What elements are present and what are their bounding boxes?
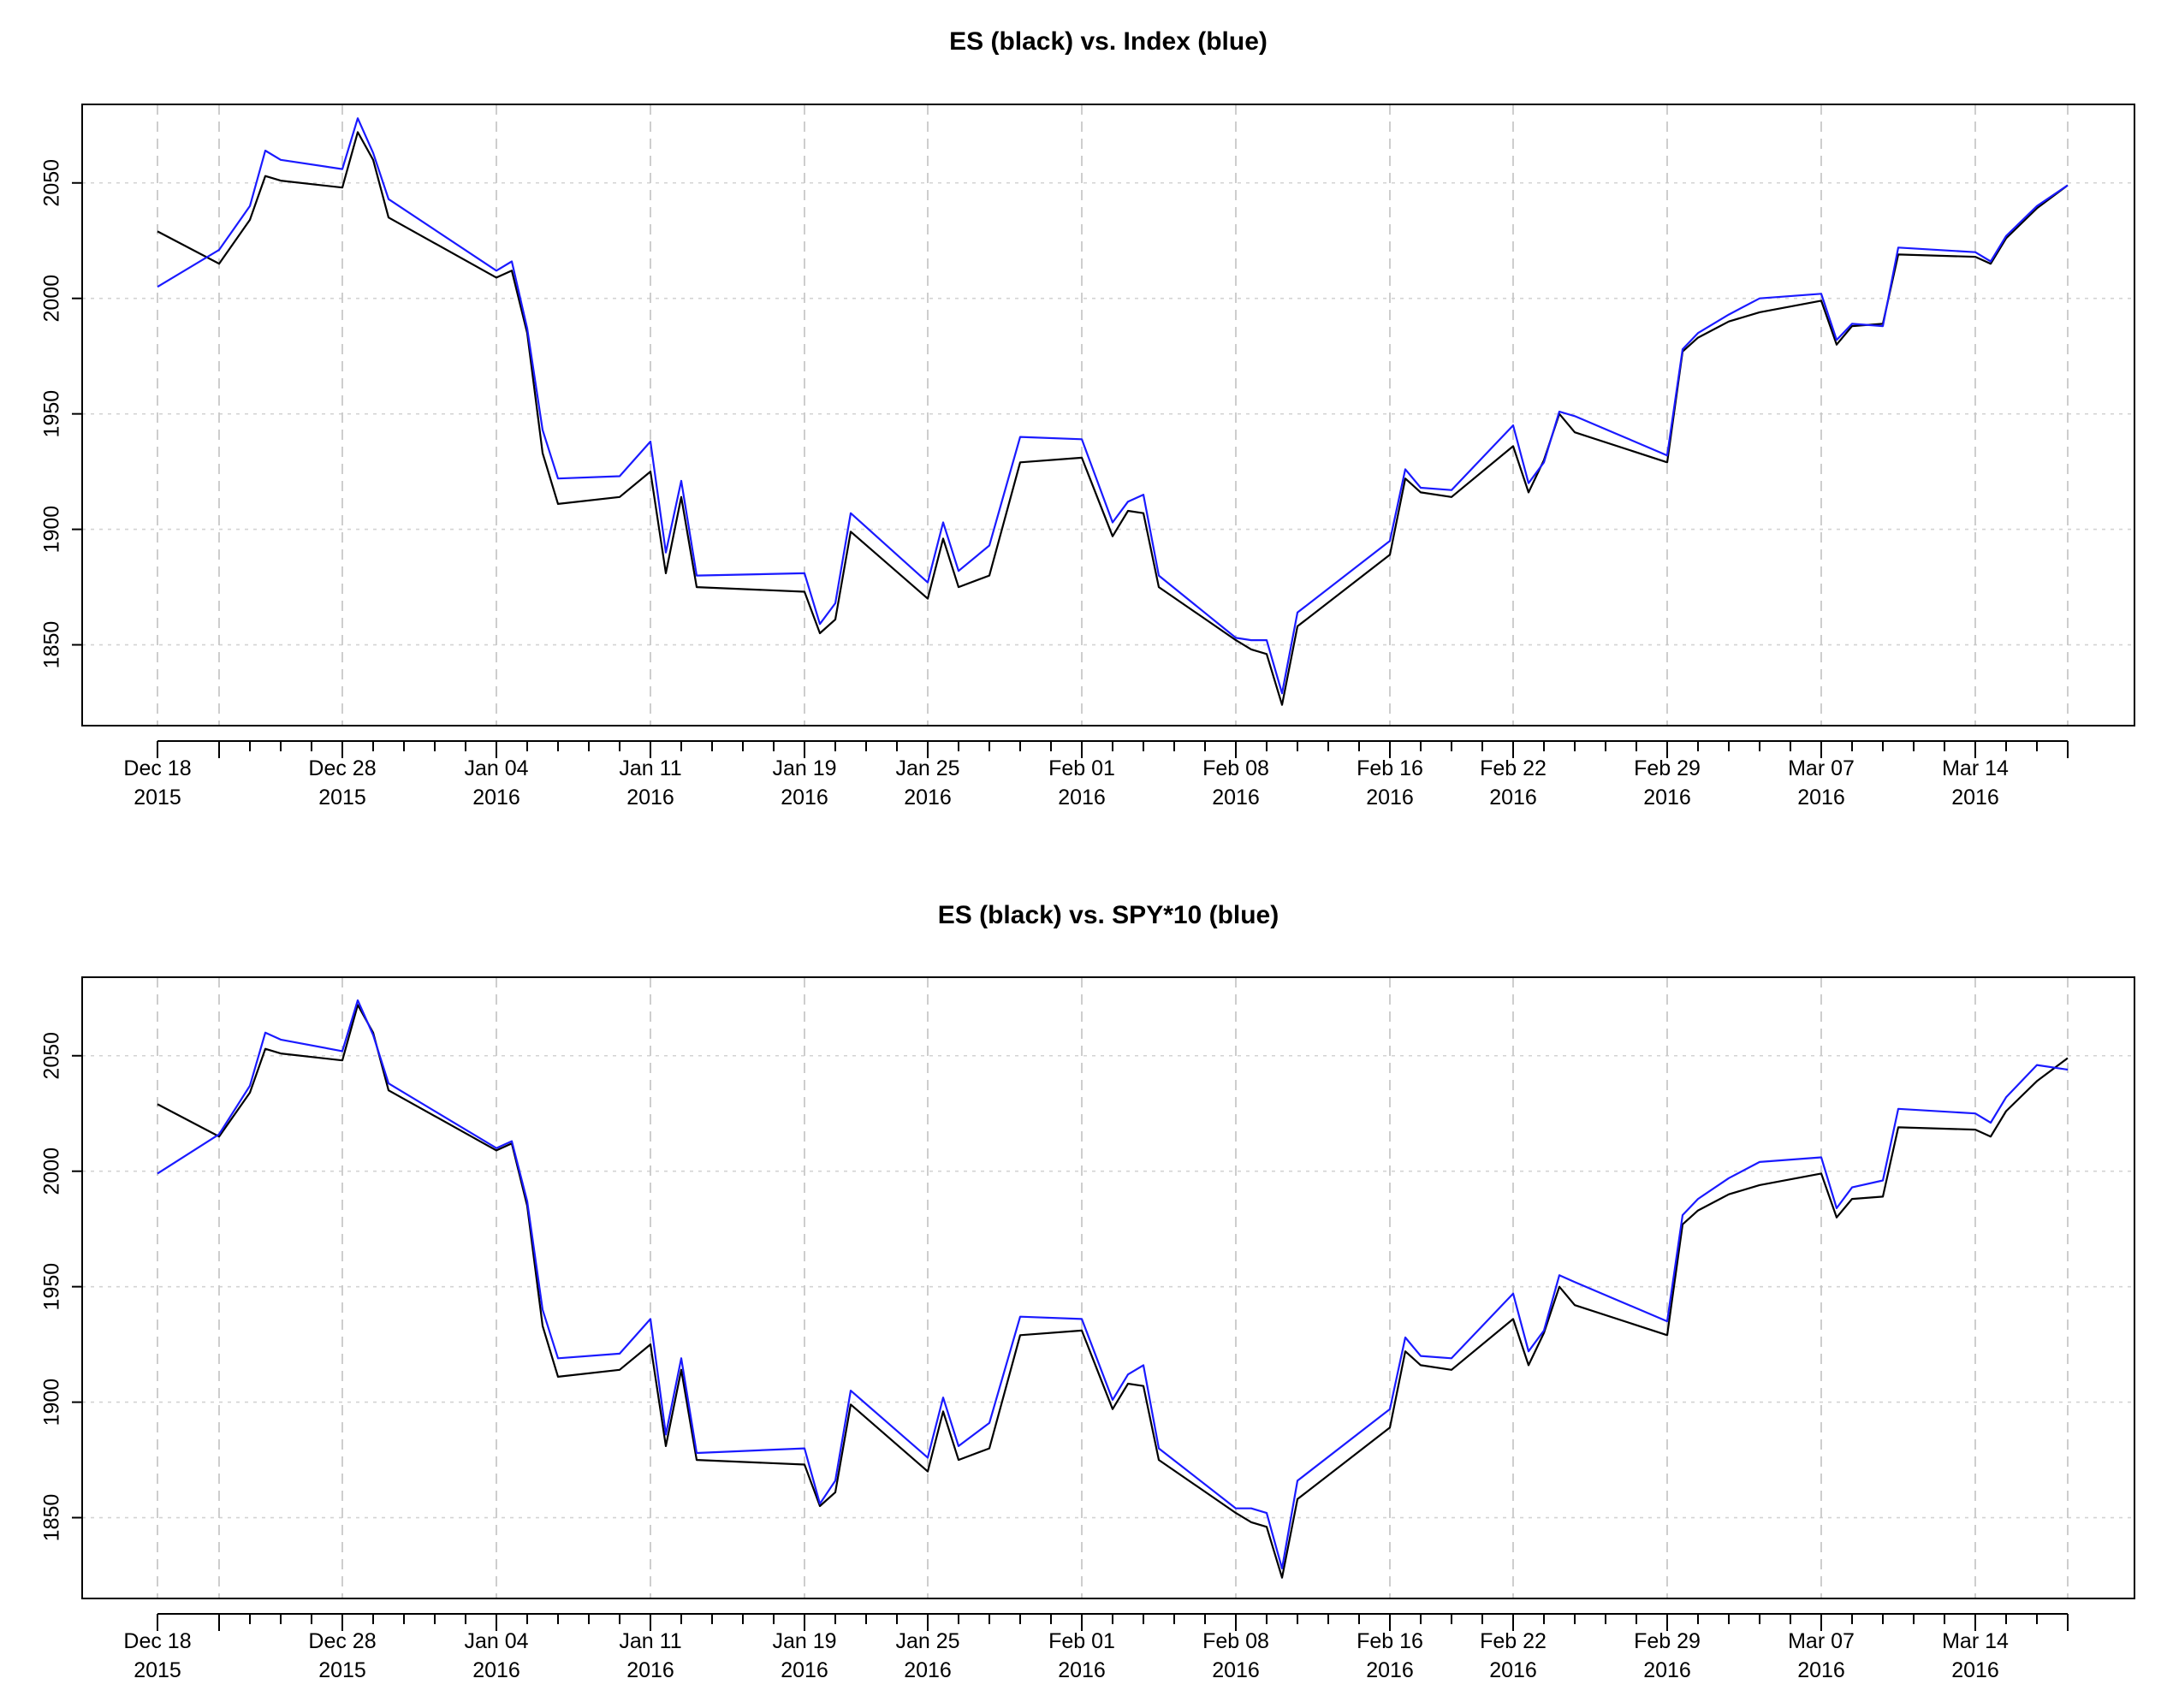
x-tick-label-date: Feb 08 xyxy=(1202,756,1269,780)
y-tick-label: 1850 xyxy=(40,1494,64,1542)
x-tick-label-year: 2016 xyxy=(1643,1658,1691,1682)
x-tick-label-date: Jan 19 xyxy=(772,1629,836,1653)
series-line-comparison xyxy=(157,117,2069,695)
x-tick-label-date: Mar 07 xyxy=(1788,756,1855,780)
x-tick-label-date: Feb 29 xyxy=(1634,756,1701,780)
y-tick-label: 2000 xyxy=(40,1148,64,1195)
x-tick-label-year: 2016 xyxy=(1951,786,1999,810)
y-tick-label: 1950 xyxy=(40,1263,64,1311)
x-tick-label-date: Jan 04 xyxy=(464,1629,528,1653)
x-tick-label-year: 2016 xyxy=(1366,1658,1414,1682)
x-tick-label-year: 2016 xyxy=(1797,1658,1845,1682)
y-tick-label: 1900 xyxy=(40,506,64,554)
x-tick-label-date: Feb 22 xyxy=(1480,756,1547,780)
x-tick-label-date: Feb 22 xyxy=(1480,1629,1547,1653)
x-tick-label-year: 2016 xyxy=(1058,1658,1106,1682)
x-tick-label-year: 2016 xyxy=(904,1658,952,1682)
x-tick-label-year: 2016 xyxy=(472,786,520,810)
x-tick-label-date: Feb 29 xyxy=(1634,1629,1701,1653)
x-tick-label-year: 2015 xyxy=(134,786,181,810)
x-tick-label-year: 2016 xyxy=(1489,786,1537,810)
x-tick-label-year: 2016 xyxy=(1797,786,1845,810)
plot-frame xyxy=(81,104,2135,726)
chart-title: ES (black) vs. Index (blue) xyxy=(949,27,1268,56)
x-tick-label-year: 2016 xyxy=(1643,786,1691,810)
x-tick-label-year: 2015 xyxy=(134,1658,181,1682)
x-tick-label-year: 2015 xyxy=(318,786,366,810)
x-tick-label-year: 2016 xyxy=(1951,1658,1999,1682)
x-tick-label-date: Jan 19 xyxy=(772,756,836,780)
x-tick-label-date: Dec 18 xyxy=(123,756,191,780)
x-tick-label-year: 2016 xyxy=(781,786,828,810)
x-tick-label-year: 2016 xyxy=(904,786,952,810)
y-tick-label: 1850 xyxy=(40,621,64,669)
x-tick-label-date: Feb 01 xyxy=(1048,756,1115,780)
x-tick-label-date: Mar 14 xyxy=(1942,1629,2009,1653)
x-tick-label-date: Jan 25 xyxy=(895,1629,959,1653)
x-tick-label-year: 2016 xyxy=(472,1658,520,1682)
y-tick-label: 2050 xyxy=(40,1032,64,1080)
series-line-comparison xyxy=(157,999,2069,1569)
x-tick-label-year: 2016 xyxy=(1366,786,1414,810)
x-tick-label-year: 2016 xyxy=(626,786,674,810)
series-line-es xyxy=(157,131,2069,706)
y-tick-label: 2050 xyxy=(40,159,64,207)
plot-frame xyxy=(81,976,2135,1599)
x-tick-label-year: 2016 xyxy=(1058,786,1106,810)
x-tick-label-date: Jan 11 xyxy=(619,756,681,780)
y-tick-label: 2000 xyxy=(40,275,64,323)
x-tick-label-date: Dec 28 xyxy=(308,1629,376,1653)
x-tick-label-year: 2016 xyxy=(1489,1658,1537,1682)
series-line-es xyxy=(157,1004,2069,1579)
x-tick-label-year: 2016 xyxy=(1212,786,1260,810)
x-tick-label-date: Feb 16 xyxy=(1357,1629,1423,1653)
x-tick-label-date: Feb 08 xyxy=(1202,1629,1269,1653)
panel-es-vs-spy: ES (black) vs. SPY*10 (blue) 1850 1900 1950… xyxy=(40,901,2135,1682)
x-tick-label-date: Dec 18 xyxy=(123,1629,191,1653)
y-tick-label: 1900 xyxy=(40,1379,64,1426)
x-tick-label-date: Jan 04 xyxy=(464,756,528,780)
x-tick-label-date: Feb 01 xyxy=(1048,1629,1115,1653)
x-tick-label-year: 2016 xyxy=(1212,1658,1260,1682)
chart-title: ES (black) vs. SPY*10 (blue) xyxy=(938,901,1279,929)
x-tick-label-date: Jan 25 xyxy=(895,756,959,780)
x-tick-label-year: 2016 xyxy=(626,1658,674,1682)
x-tick-label-date: Dec 28 xyxy=(308,756,376,780)
x-tick-label-date: Mar 14 xyxy=(1942,756,2009,780)
y-tick-label: 1950 xyxy=(40,390,64,438)
x-tick-label-year: 2015 xyxy=(318,1658,366,1682)
x-tick-label-date: Feb 16 xyxy=(1357,756,1423,780)
panel-es-vs-index: ES (black) vs. Index (blue) 1850 1900 1950 2… xyxy=(40,27,2135,810)
x-tick-label-year: 2016 xyxy=(781,1658,828,1682)
x-tick-label-date: Jan 11 xyxy=(619,1629,681,1653)
x-tick-label-date: Mar 07 xyxy=(1788,1629,1855,1653)
